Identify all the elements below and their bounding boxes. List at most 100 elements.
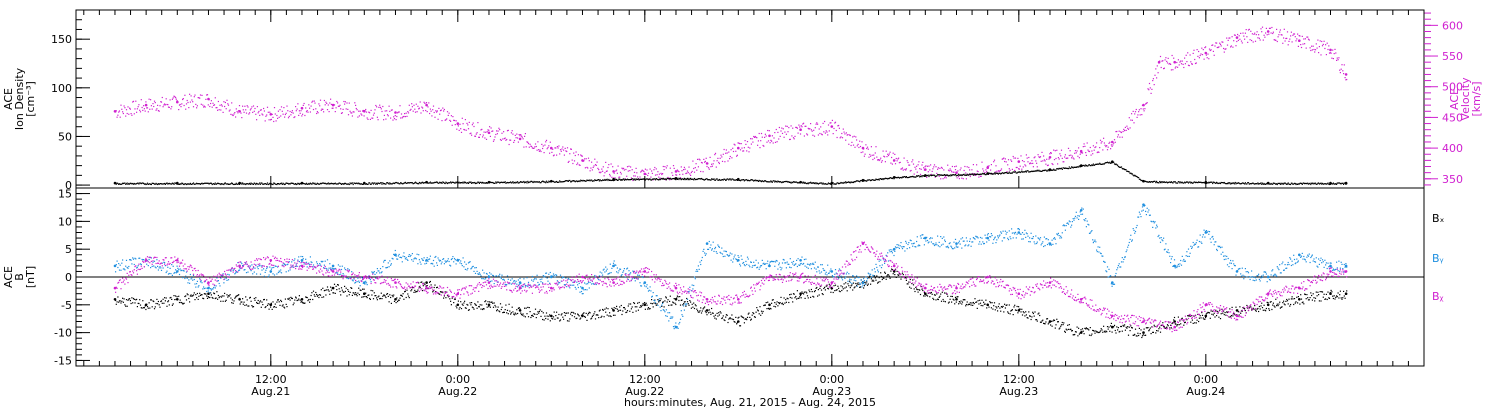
density-sample [1273, 182, 1275, 184]
bx-sample [646, 304, 648, 306]
bx-sample [771, 302, 773, 304]
bx-sample [753, 313, 755, 315]
velocity-sample [1092, 153, 1094, 155]
velocity-sample [920, 168, 922, 170]
velocity-sample [313, 100, 315, 102]
density-sample [595, 179, 597, 182]
bx-sample [1241, 310, 1243, 312]
density-sample [1173, 181, 1176, 183]
density-sample [943, 174, 945, 176]
velocity-sample [223, 101, 225, 103]
velocity-sample [1141, 114, 1143, 116]
velocity-sample [1033, 157, 1035, 159]
bx-sample [785, 301, 787, 303]
density-sample [457, 182, 459, 184]
density-sample [267, 183, 269, 186]
bx-sample [1328, 297, 1331, 299]
bx-sample [328, 290, 330, 292]
density-sample [866, 179, 869, 181]
velocity-sample [387, 115, 389, 117]
velocity-sample [655, 168, 657, 170]
bx-sample [528, 307, 530, 309]
density-sample [283, 183, 285, 185]
density-sample [994, 173, 996, 175]
velocity-sample [375, 104, 377, 107]
density-sample [1305, 182, 1307, 184]
density-sample [145, 183, 147, 186]
velocity-sample [1277, 36, 1279, 38]
density-sample [1099, 163, 1102, 165]
velocity-sample [255, 113, 257, 115]
bx-sample [1133, 334, 1135, 336]
bx-sample [834, 290, 836, 292]
density-sample [471, 182, 473, 184]
bx-sample [1074, 333, 1076, 336]
velocity-sample [197, 97, 199, 99]
velocity-sample [866, 147, 868, 150]
density-sample [387, 182, 389, 184]
bx-sample [523, 315, 525, 317]
bx-sample [1082, 330, 1084, 332]
bx-sample [877, 281, 879, 283]
density-sample [1075, 166, 1077, 168]
velocity-point [643, 172, 647, 176]
velocity-sample [845, 132, 847, 134]
velocity-sample [1127, 127, 1129, 129]
velocity-sample [129, 108, 131, 110]
bx-sample [904, 277, 906, 279]
bx-sample [322, 287, 324, 289]
bx-point [1142, 331, 1145, 334]
velocity-sample [1040, 160, 1042, 162]
bx-sample [495, 306, 497, 308]
density-sample [291, 182, 293, 184]
velocity-sample [259, 109, 262, 111]
density-sample [201, 182, 203, 184]
velocity-sample [587, 157, 590, 159]
velocity-sample [664, 166, 666, 168]
density-sample [399, 183, 401, 185]
velocity-sample [1159, 60, 1161, 62]
bx-sample [124, 304, 126, 306]
bx-sample [248, 305, 250, 307]
density-sample [736, 179, 738, 181]
density-sample [1177, 182, 1179, 184]
velocity-sample [630, 177, 632, 179]
density-sample [833, 183, 835, 185]
density-sample [178, 183, 181, 185]
bx-sample [126, 305, 128, 307]
velocity-sample [1295, 40, 1297, 42]
bx-point [425, 281, 428, 284]
bx-sample [1254, 305, 1256, 307]
bx-sample [700, 307, 702, 309]
density-sample [912, 175, 914, 177]
bx-sample [405, 296, 407, 299]
velocity-sample [473, 125, 475, 128]
density-sample [1038, 169, 1040, 171]
velocity-sample [652, 179, 654, 181]
density-sample [991, 173, 993, 175]
velocity-sample [986, 171, 988, 173]
velocity-sample [1176, 61, 1178, 64]
bx-sample [1264, 309, 1266, 311]
density-sample [827, 183, 829, 185]
density-sample [1007, 172, 1009, 174]
velocity-sample [361, 114, 363, 116]
bx-sample [736, 323, 738, 325]
density-sample [1054, 169, 1056, 171]
velocity-sample [1003, 157, 1005, 159]
bx-sample [699, 310, 701, 312]
bx-sample [824, 286, 826, 288]
velocity-sample [1244, 32, 1246, 34]
bx-sample [847, 283, 849, 285]
density-sample [465, 182, 467, 184]
density-sample [1281, 183, 1283, 185]
density-sample [1066, 167, 1068, 169]
density-sample [604, 178, 606, 181]
bx-sample [229, 294, 231, 296]
velocity-sample [848, 143, 850, 145]
velocity-sample [138, 104, 140, 106]
bx-sample [739, 325, 742, 327]
velocity-sample [1262, 39, 1264, 41]
bx-sample [626, 310, 629, 312]
